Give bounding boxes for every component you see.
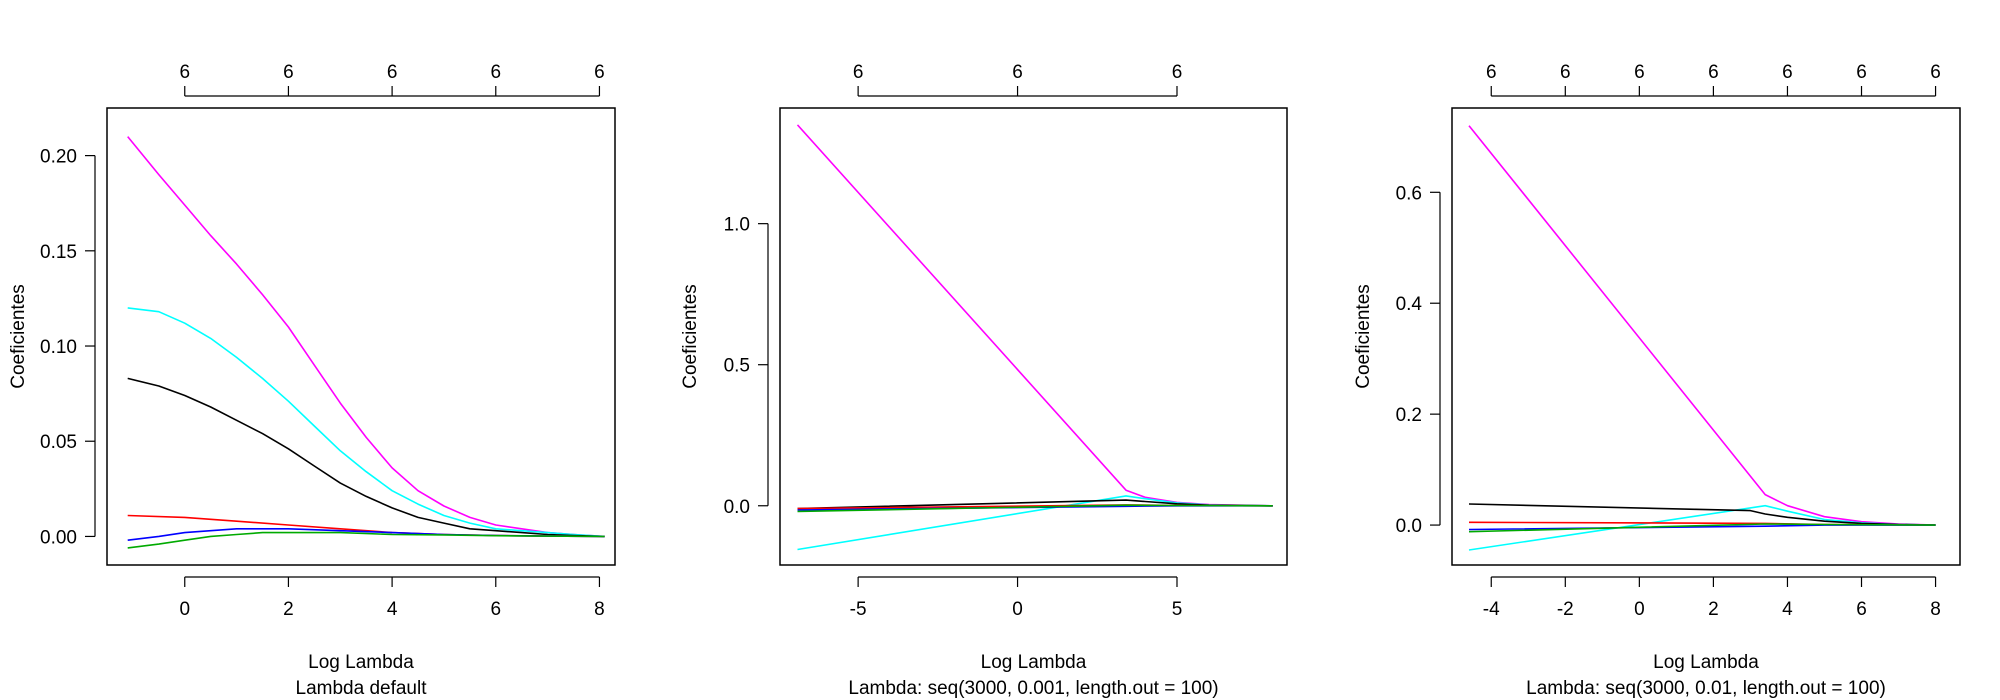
top-tick-label: 6: [1856, 62, 1867, 83]
top-tick-label: 6: [1012, 62, 1023, 83]
coef-path-2: [1468, 504, 1936, 551]
top-tick-label: 6: [1708, 62, 1719, 83]
top-tick-label: 6: [1486, 62, 1497, 83]
x-tick-label: 0: [1012, 599, 1023, 620]
x-tick-label: 8: [594, 599, 605, 620]
x-tick-label: 8: [1930, 599, 1941, 620]
y-tick-label: 0.00: [40, 527, 77, 548]
top-tick-label: 6: [179, 62, 190, 83]
x-tick-label: 0: [179, 599, 190, 620]
x-tick-label: 5: [1172, 599, 1183, 620]
subtitle: Lambda: seq(3000, 0.001, length.out = 10…: [848, 678, 1218, 699]
coef-path-1: [127, 136, 605, 538]
x-tick-label: 4: [387, 599, 398, 620]
coef-path-6: [797, 504, 1273, 513]
top-tick-label: 6: [283, 62, 294, 83]
top-tick-label: 6: [1634, 62, 1645, 83]
x-tick-label: 2: [1708, 599, 1719, 620]
y-tick-label: 0.0: [1396, 516, 1422, 537]
y-tick-label: 0.0: [724, 497, 750, 518]
x-tick-label: -2: [1557, 599, 1574, 620]
y-tick-label: 0.2: [1396, 405, 1422, 426]
panel-lambda-seq-0001: Coeficientes Log Lambda Lambda: seq(3000…: [680, 62, 1288, 699]
x-tick-label: 0: [1634, 599, 1645, 620]
top-tick-label: 6: [1782, 62, 1793, 83]
x-tick-label: -5: [850, 599, 867, 620]
plot-frame: [779, 107, 1288, 566]
y-tick-label: 0.20: [40, 147, 77, 168]
y-tick-label: 0.10: [40, 337, 77, 358]
y-tick-label: 0.6: [1396, 183, 1422, 204]
subtitle: Lambda: seq(3000, 0.01, length.out = 100…: [1526, 678, 1886, 699]
x-tick-label: 2: [283, 599, 294, 620]
top-tick-label: 6: [490, 62, 501, 83]
panel-lambda-default: Coeficientes Log Lambda Lambda default 0…: [8, 62, 616, 699]
x-axis-label: Log Lambda: [308, 652, 414, 673]
top-tick-label: 6: [1560, 62, 1571, 83]
x-axis-label: Log Lambda: [1653, 652, 1759, 673]
plot-frame: [1451, 107, 1961, 566]
coef-path-1: [796, 124, 1273, 507]
top-tick-label: 6: [1930, 62, 1941, 83]
y-tick-label: 0.5: [724, 356, 750, 377]
y-tick-label: 1.0: [724, 215, 750, 236]
y-axis-label: Coeficientes: [680, 284, 701, 389]
x-tick-label: 4: [1782, 599, 1793, 620]
top-tick-label: 6: [853, 62, 864, 83]
coef-path-2: [127, 307, 605, 538]
y-tick-label: 0.4: [1396, 294, 1423, 315]
coef-path-3: [127, 377, 605, 538]
coef-path-1: [1468, 125, 1936, 526]
panel-lambda-seq-001: Coeficientes Log Lambda Lambda: seq(3000…: [1353, 62, 1961, 699]
top-tick-label: 6: [1172, 62, 1183, 83]
y-tick-label: 0.15: [40, 242, 77, 263]
plot-frame: [106, 107, 616, 566]
top-tick-label: 6: [594, 62, 605, 83]
y-axis-label: Coeficientes: [8, 284, 29, 389]
x-tick-label: 6: [1856, 599, 1867, 620]
y-tick-label: 0.05: [40, 432, 77, 453]
x-tick-label: -4: [1483, 599, 1500, 620]
coef-path-2: [797, 495, 1273, 551]
y-axis-label: Coeficientes: [1353, 284, 1374, 389]
coef-path-6: [1468, 523, 1936, 533]
coef-path-6: [127, 531, 605, 549]
x-tick-label: 6: [490, 599, 501, 620]
subtitle: Lambda default: [296, 678, 428, 699]
top-tick-label: 6: [387, 62, 398, 83]
x-axis-label: Log Lambda: [981, 652, 1087, 673]
